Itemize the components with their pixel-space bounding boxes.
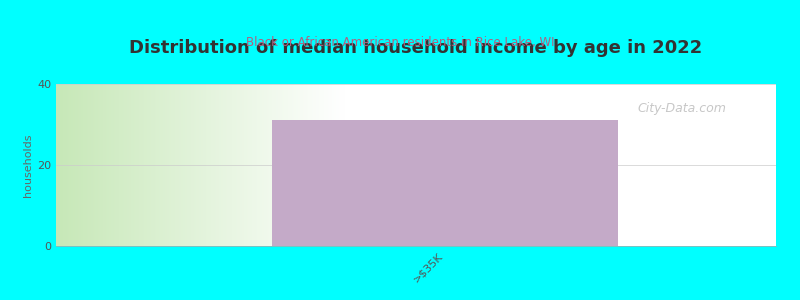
Text: City-Data.com: City-Data.com xyxy=(638,102,727,115)
Text: Black or African American residents in Rice Lake, WI: Black or African American residents in R… xyxy=(246,36,554,49)
Bar xyxy=(272,120,618,246)
Y-axis label: households: households xyxy=(23,133,33,197)
Title: Distribution of median household income by age in 2022: Distribution of median household income … xyxy=(130,39,702,57)
